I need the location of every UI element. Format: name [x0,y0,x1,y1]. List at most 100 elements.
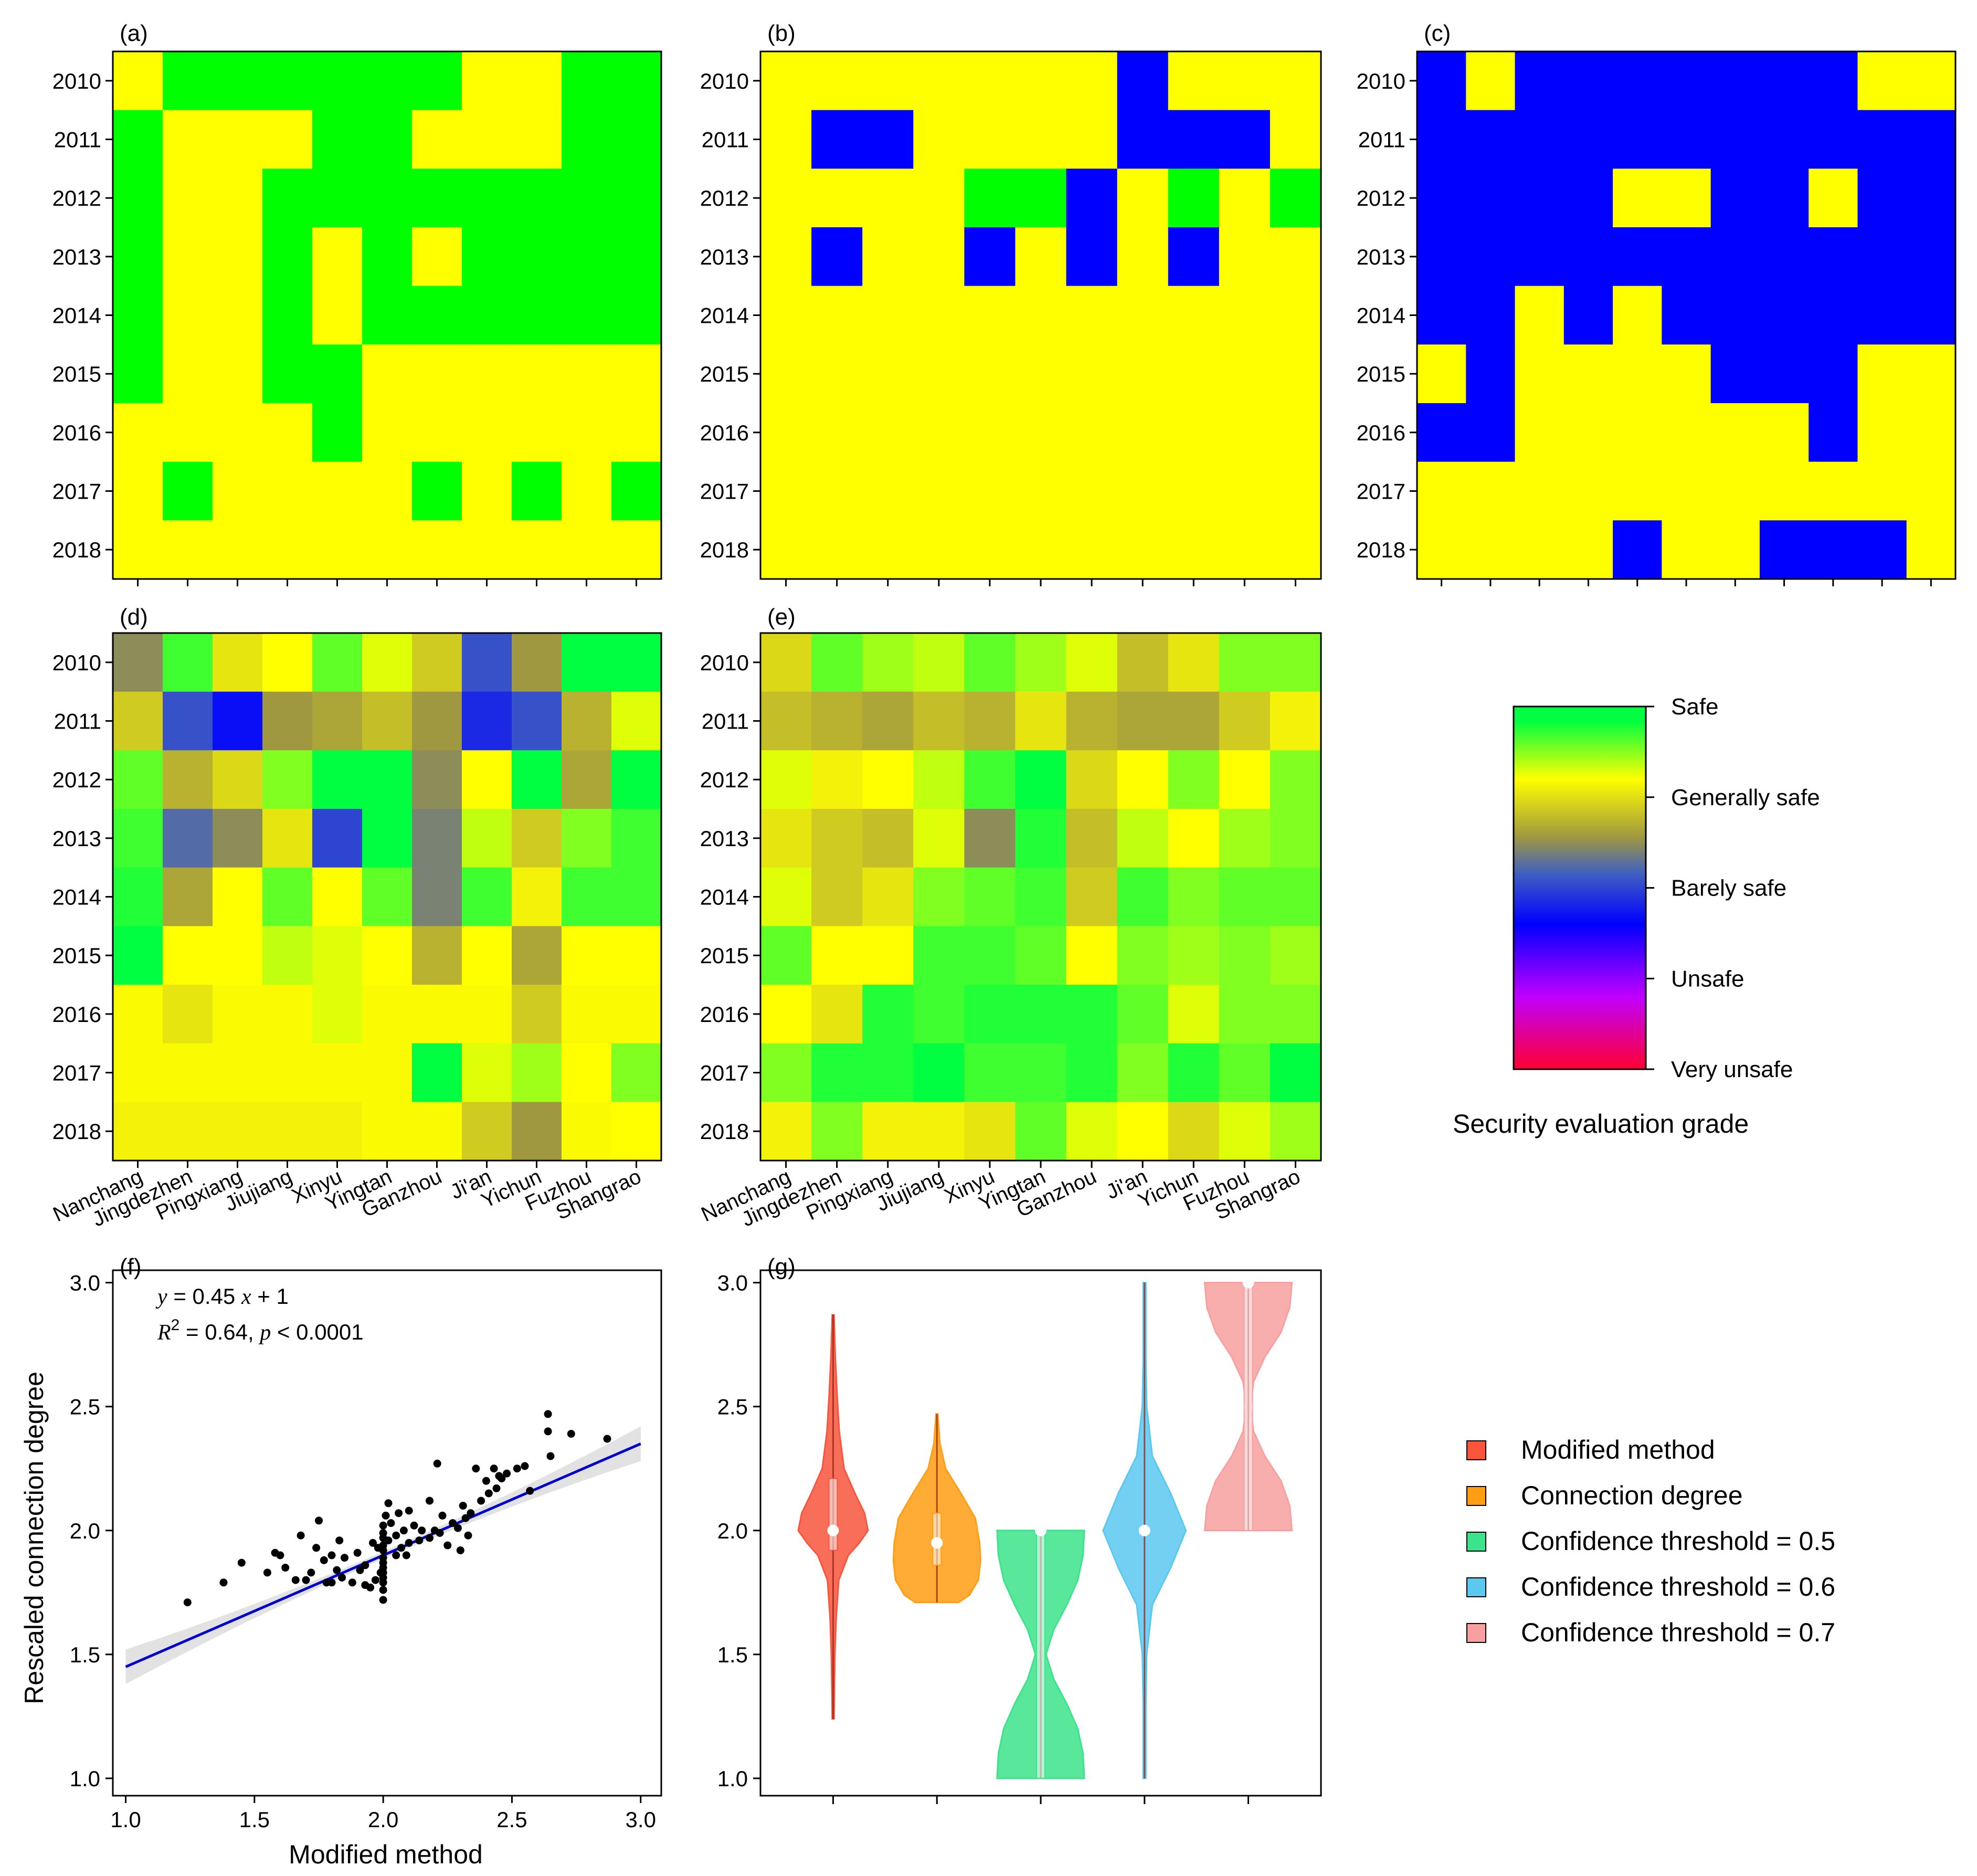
heatmap-cell [862,110,914,169]
heatmap-cell [312,227,363,287]
scatter-point [312,1544,321,1552]
heatmap-cell [163,633,213,692]
heatmap-cell [1906,461,1956,521]
eq-sup: 2 [171,1316,180,1334]
heatmap-cell [1857,344,1907,404]
heatmap-cell [412,809,462,868]
heatmap-cell [312,51,363,111]
heatmap-cell [1563,403,1613,462]
heatmap-cell [1066,168,1118,228]
heatmap-cell [1015,344,1067,404]
heatmap-cell [1219,227,1271,287]
heatmap-cell [213,51,263,111]
scatter-point [353,1548,362,1557]
heatmap-cell [1563,461,1613,521]
heatmap-cell [163,286,213,345]
heatmap-cell [611,1043,662,1102]
y-tick-label: 2015 [700,362,749,386]
scatter-point [348,1578,356,1587]
x-axis-title-f: Modified method [289,1840,483,1869]
heatmap-cell [312,867,363,926]
heatmap-cell [913,461,965,521]
scatter-point [384,1499,393,1508]
heatmap-cell [964,1043,1016,1102]
heatmap-cell [512,691,562,751]
heatmap-cell [964,51,1016,111]
heatmap-cell [1015,461,1067,521]
heatmap-cell [1270,867,1321,926]
panel-label-c: (c) [1424,20,1451,46]
heatmap-cell [811,286,863,345]
heatmap-cell [312,403,363,462]
legend-swatch [1466,1623,1486,1643]
heatmap-cell [913,227,965,287]
heatmap-cell [862,867,914,926]
heatmap-cell [611,1102,662,1161]
y-tick-label: 2010 [1357,69,1405,93]
heatmap-cell [862,520,914,579]
y-tick-label: 2014 [1357,303,1405,328]
heatmap-cell [1168,926,1220,985]
heatmap-cell [512,227,562,287]
heatmap-cell [1117,344,1169,404]
heatmap-cell [913,691,965,751]
heatmap-cell [862,403,914,462]
heatmap-cell [1857,51,1907,111]
heatmap-cell [611,750,662,809]
heatmap-cell [862,286,914,345]
heatmap-cell [1857,461,1907,521]
heatmap-cell [1270,809,1321,868]
heatmap-cell [862,168,914,228]
scatter-point [384,1536,393,1545]
heatmap-cell [462,461,512,521]
scatter-frame [112,1269,662,1797]
heatmap-cell [562,985,612,1044]
heatmap-cell [913,750,965,809]
legend-label: Confidence threshold = 0.5 [1521,1526,1835,1556]
heatmap-cell [611,403,662,462]
heatmap-cell [1219,867,1271,926]
heatmap-cell [1219,750,1271,809]
heatmap-cell [1270,1102,1321,1161]
heatmap-cell [760,809,812,868]
heatmap-cell [1168,520,1220,579]
heatmap-cell [312,1102,363,1161]
heatmap-cell [811,867,863,926]
heatmap-cell [412,51,462,111]
heatmap-cell [1563,344,1613,404]
scatter-point [379,1596,387,1604]
heatmap-cell [1710,344,1760,404]
heatmap-cell [1168,809,1220,868]
heatmap-cell [1563,51,1613,111]
eq-r-mid: = 0.64, [179,1320,260,1344]
heatmap-cell [1466,344,1516,404]
scatter-point [405,1538,413,1547]
heatmap-cell [760,286,812,345]
heatmap-cell [1662,344,1711,404]
heatmap-cell [1466,403,1516,462]
scatter-point [464,1531,472,1540]
y-tick-label: 2013 [700,826,749,851]
heatmap-cell [462,403,512,462]
scatter-point [338,1574,346,1582]
heatmap-cell [213,110,263,169]
heatmap-cell [412,750,462,809]
heatmap-cell [262,750,313,809]
heatmap-cell [1906,51,1956,111]
heatmap-cell [462,633,512,692]
heatmap-cell [512,867,562,926]
colorbar-level-label: Unsafe [1671,966,1744,992]
heatmap-cell [1066,750,1118,809]
heatmap-cell [811,403,863,462]
heatmap-cell [163,51,213,111]
heatmap-cell [1662,286,1711,345]
heatmap-cell [760,110,812,169]
y-tick-label: 2014 [52,303,101,328]
heatmap-cell [1219,691,1271,751]
y-tick-label: 3.0 [717,1271,748,1295]
heatmap-cell [1515,403,1564,462]
heatmap-cell [262,110,313,169]
y-tick-label: 2012 [1357,186,1405,210]
heatmap-cell [611,168,662,228]
y-tick-label: 2017 [52,479,101,504]
